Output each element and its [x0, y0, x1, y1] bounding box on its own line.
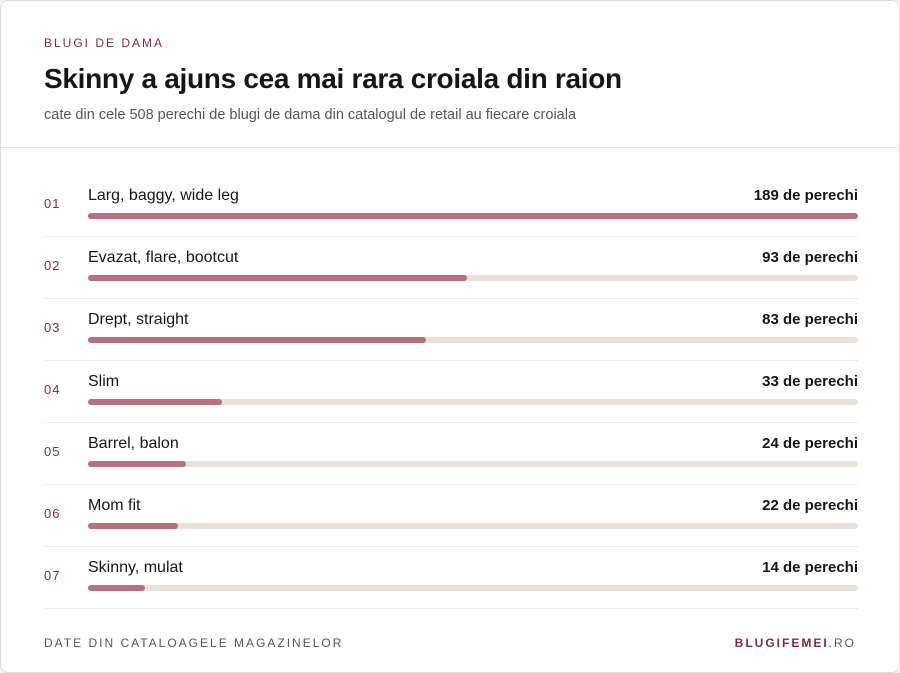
bar: [88, 399, 223, 405]
value-label: 14 de perechi: [762, 559, 858, 576]
row: 05 Barrel, balon 24 de perechi: [44, 422, 858, 485]
bar: [88, 275, 467, 281]
bar: [88, 461, 186, 467]
value-label: 24 de perechi: [762, 435, 858, 452]
value-label: 189 de perechi: [753, 187, 858, 204]
footer-note: DATE DIN CATALOAGELE MAGAZINELOR: [44, 636, 344, 650]
row: 01 Larg, baggy, wide leg 189 de perechi: [44, 174, 858, 237]
bar-track: [88, 523, 858, 529]
rank: 03: [44, 320, 61, 335]
chart-title: Skinny a ajuns cea mai rara croiala din …: [44, 63, 622, 94]
bar-track: [88, 399, 858, 405]
category-label: Mom fit: [88, 497, 141, 514]
row: 06 Mom fit 22 de perechi: [44, 484, 858, 547]
row: 04 Slim 33 de perechi: [44, 360, 858, 423]
rank: 04: [44, 382, 61, 397]
value-label: 22 de perechi: [762, 497, 858, 514]
rank: 07: [44, 568, 61, 583]
value-label: 33 de perechi: [762, 373, 858, 390]
subtitle: cate din cele 508 perechi de blugi de da…: [44, 107, 577, 123]
rank: 05: [44, 444, 61, 459]
category-label: Slim: [88, 373, 120, 390]
bar-track: [88, 461, 858, 467]
bar: [88, 585, 146, 591]
eyebrow: BLUGI DE DAMA: [44, 36, 165, 50]
rank: 06: [44, 506, 61, 521]
category-label: Barrel, balon: [88, 435, 179, 452]
rank: 01: [44, 196, 61, 211]
divider: [1, 147, 899, 148]
bar-track: [88, 275, 858, 281]
category-label: Skinny, mulat: [88, 559, 183, 576]
row: 02 Evazat, flare, bootcut 93 de perechi: [44, 236, 858, 299]
rank: 02: [44, 258, 61, 273]
bar: [88, 213, 858, 219]
bar: [88, 523, 178, 529]
brand: BLUGIFEMEI.RO: [735, 636, 856, 650]
row: 07 Skinny, mulat 14 de perechi: [44, 546, 858, 609]
category-label: Drept, straight: [88, 311, 189, 328]
category-label: Larg, baggy, wide leg: [88, 187, 239, 204]
category-label: Evazat, flare, bootcut: [88, 249, 239, 266]
bar-track: [88, 213, 858, 219]
brand-name: BLUGIFEMEI: [734, 636, 829, 650]
brand-suffix: .RO: [828, 636, 856, 650]
value-label: 83 de perechi: [762, 311, 858, 328]
bar: [88, 337, 427, 343]
row: 03 Drept, straight 83 de perechi: [44, 298, 858, 361]
bar-track: [88, 585, 858, 591]
value-label: 93 de perechi: [762, 249, 858, 266]
bar-track: [88, 337, 858, 343]
